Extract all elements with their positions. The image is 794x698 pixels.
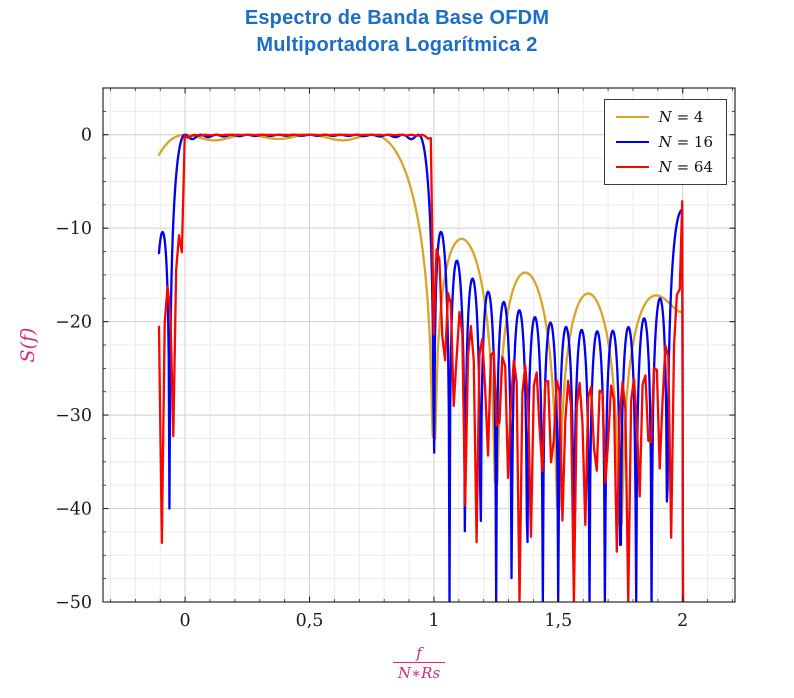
legend-entry: N = 16: [615, 133, 713, 151]
legend-swatch-line: [615, 166, 649, 168]
legend-label: N = 4: [658, 108, 704, 126]
y-tick-label: −20: [55, 313, 92, 333]
x-axis-label-denominator: N∗Rs: [393, 662, 445, 682]
series-line-N64: [157, 133, 685, 602]
x-tick-label: 0,5: [296, 611, 324, 631]
tick-layer: [103, 88, 735, 603]
x-tick-label: 1,5: [544, 611, 572, 631]
y-axis-label: S(f): [17, 328, 39, 363]
legend-swatch-line: [615, 141, 649, 143]
legend-label: N = 64: [658, 158, 713, 176]
y-tick-label: −40: [55, 500, 92, 520]
legend-swatch-line: [615, 116, 649, 118]
legend-label: N = 16: [658, 133, 713, 151]
legend-entry: N = 4: [615, 108, 713, 126]
tick-label-layer: 0 0,5 1 1,5 2 0 −10 −20 −30 −40 −50: [55, 126, 688, 631]
x-axis-label: f N∗Rs: [384, 644, 454, 682]
y-tick-label: −30: [55, 406, 92, 426]
figure-title: Espectro de Banda Base OFDM Multiportado…: [0, 5, 794, 59]
curves-layer: [157, 133, 685, 602]
x-tick-label: 2: [677, 611, 688, 631]
legend-box: N = 4 N = 16 N = 64: [603, 99, 727, 185]
y-tick-label: −10: [55, 219, 92, 239]
x-axis-label-numerator: f: [416, 644, 422, 662]
page-title-line1: Espectro de Banda Base OFDM: [244, 7, 550, 29]
y-tick-label: 0: [81, 126, 92, 146]
page-title-line2: Multiportadora Logarítmica 2: [256, 34, 538, 56]
y-tick-label: −50: [55, 593, 92, 613]
legend-entry: N = 64: [615, 158, 713, 176]
x-tick-label: 0: [180, 611, 191, 631]
x-tick-label: 1: [428, 611, 439, 631]
